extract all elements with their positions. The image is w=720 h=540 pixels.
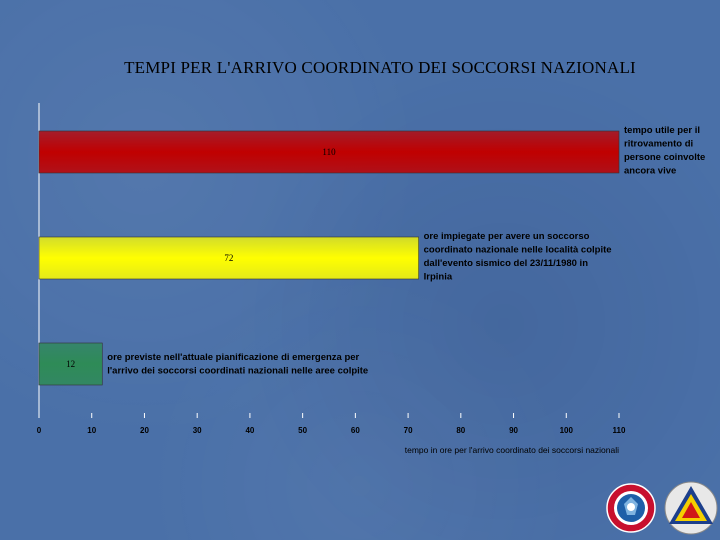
bar-2 xyxy=(38,342,103,386)
bar-value-label-0: 110 xyxy=(322,147,336,157)
bar-value-label-2: 12 xyxy=(66,359,75,369)
x-tick-label-9: 90 xyxy=(509,426,518,435)
bar-description-line-0-1: ritrovamento di xyxy=(624,139,693,150)
x-tick-label-8: 80 xyxy=(456,426,465,435)
chart-title: TEMPI PER L'ARRIVO COORDINATO DEI SOCCOR… xyxy=(124,58,636,77)
bar-description-line-0-0: tempo utile per il xyxy=(624,125,700,136)
bar-description-line-2-0: ore previste nell'attuale pianificazione… xyxy=(107,352,359,363)
x-tick-label-7: 70 xyxy=(404,426,413,435)
protezione-civile-logo xyxy=(664,481,718,535)
bar-description-line-1-1: coordinato nazionale nelle località colp… xyxy=(424,245,612,256)
x-tick-label-1: 10 xyxy=(87,426,96,435)
x-tick-label-0: 0 xyxy=(37,426,42,435)
x-tick-label-6: 60 xyxy=(351,426,360,435)
bar-description-line-2-1: l'arrivo dei soccorsi coordinati naziona… xyxy=(107,366,368,377)
bar-description-line-1-2: dall'evento sismico del 23/11/1980 in xyxy=(424,258,589,269)
emblem-logo xyxy=(606,483,656,533)
bar-1 xyxy=(38,236,419,280)
bar-0 xyxy=(38,130,620,174)
x-tick-label-11: 110 xyxy=(613,426,626,435)
bar-description-line-0-3: ancora vive xyxy=(624,166,676,177)
x-tick-label-10: 100 xyxy=(560,426,574,435)
bar-description-line-1-3: Irpinia xyxy=(424,272,453,283)
bar-description-line-0-2: persone coinvolte xyxy=(624,152,705,163)
x-tick-label-2: 20 xyxy=(140,426,149,435)
bar-description-line-1-0: ore impiegate per avere un soccorso xyxy=(424,231,590,242)
bar-value-label-1: 72 xyxy=(224,253,233,263)
x-tick-label-3: 30 xyxy=(193,426,202,435)
x-tick-label-5: 50 xyxy=(298,426,307,435)
x-tick-label-4: 40 xyxy=(245,426,254,435)
x-axis-label: tempo in ore per l'arrivo coordinato dei… xyxy=(405,445,619,455)
